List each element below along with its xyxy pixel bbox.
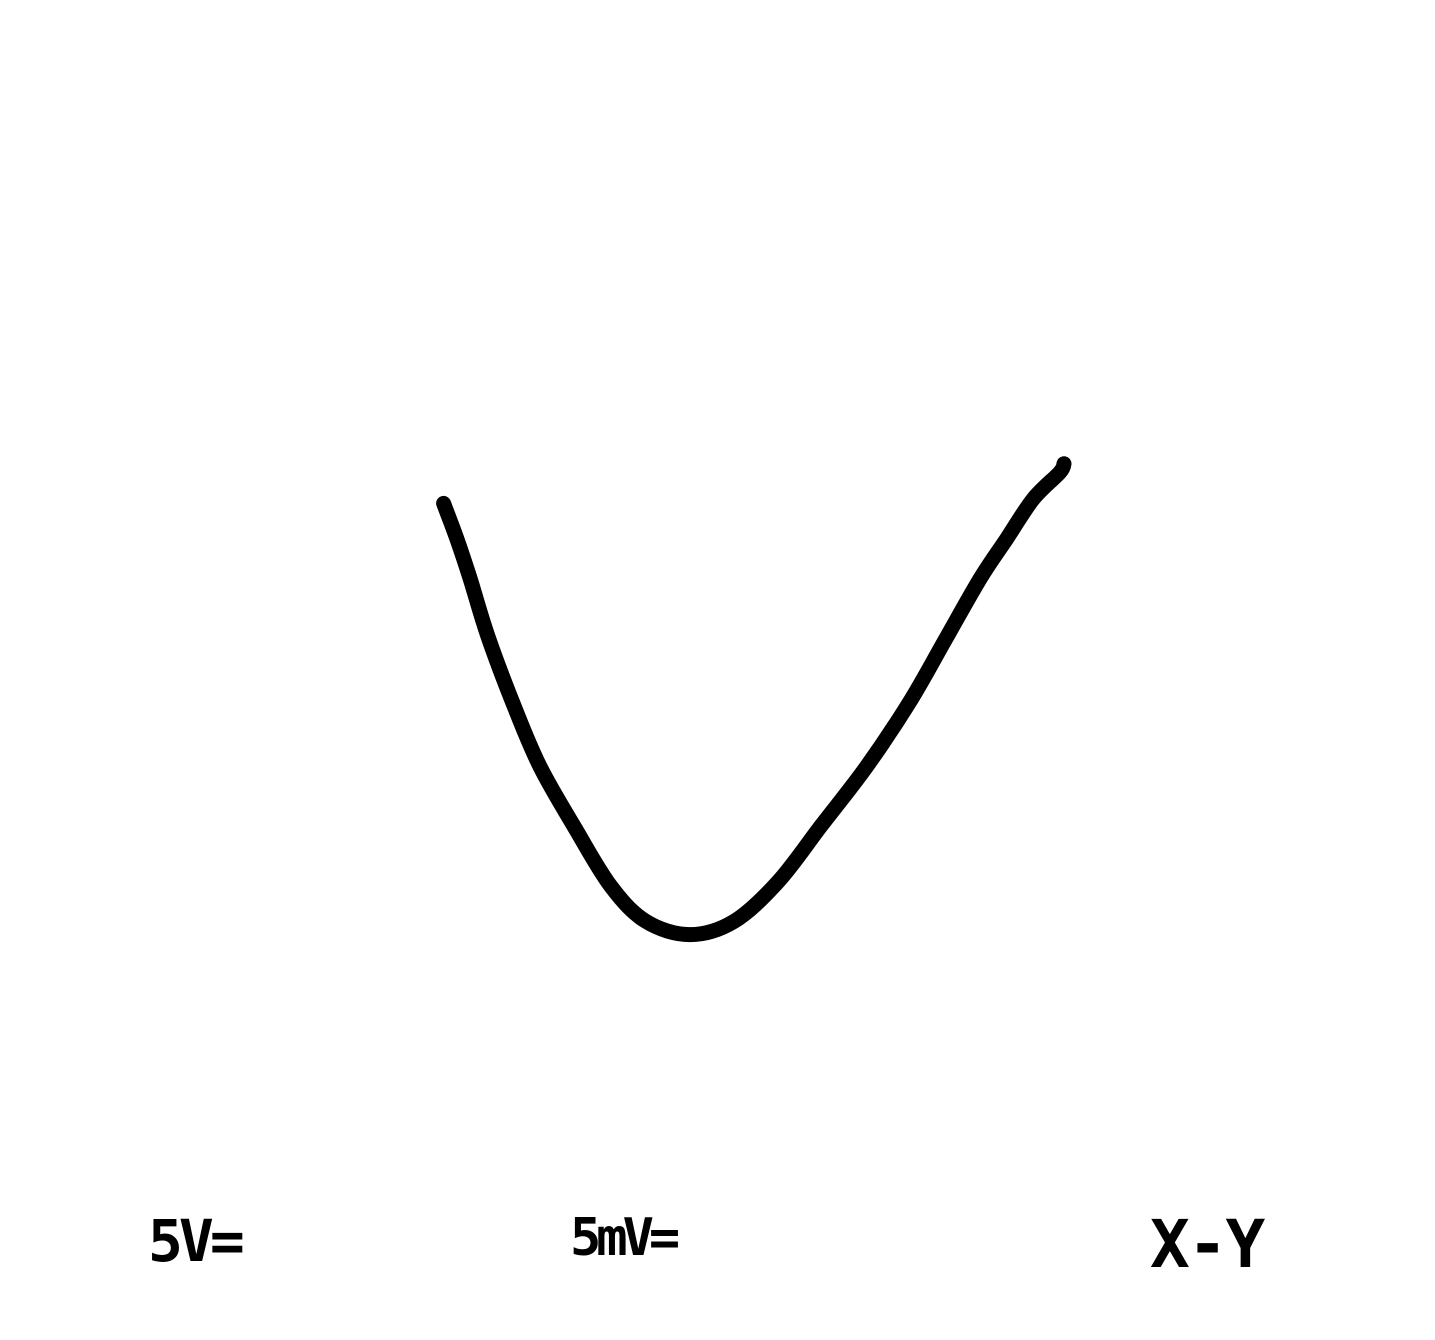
- trace-point: [463, 571, 477, 586]
- trace-point: [603, 879, 618, 894]
- mode-readout: X-Y: [1150, 1206, 1265, 1283]
- trace-point: [973, 571, 988, 586]
- trace-layer: [436, 456, 1072, 943]
- trace-point: [639, 914, 653, 929]
- trace-point: [815, 817, 829, 832]
- trace-point: [771, 874, 785, 889]
- trace-point: [533, 760, 548, 775]
- trace-point: [859, 760, 873, 775]
- trace-point: [683, 927, 697, 942]
- y-scale-readout: 5mV=: [570, 1208, 680, 1268]
- trace-point: [568, 822, 583, 836]
- trace-point: [903, 694, 917, 709]
- trace-point: [480, 628, 495, 643]
- trace-point: [1026, 492, 1041, 506]
- trace-point: [1057, 456, 1071, 471]
- trace-line-0: [436, 456, 1072, 943]
- trace-point: [449, 531, 464, 546]
- trace-point: [727, 914, 741, 929]
- trace-point: [507, 698, 521, 713]
- x-scale-readout: 5V=: [148, 1207, 245, 1275]
- trace-point: [938, 632, 953, 647]
- trace-point: [999, 531, 1014, 546]
- trace-point: [436, 496, 451, 511]
